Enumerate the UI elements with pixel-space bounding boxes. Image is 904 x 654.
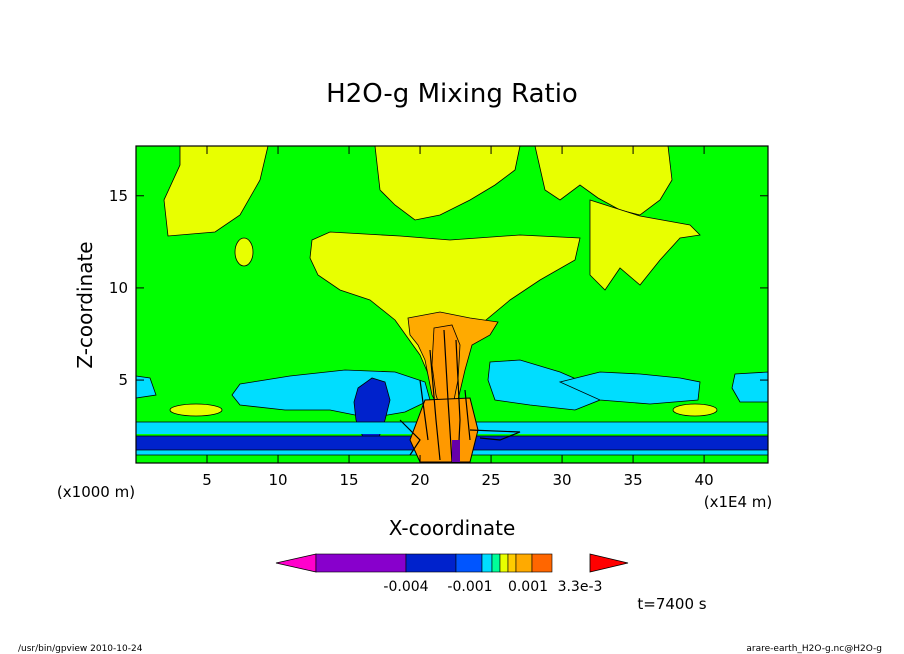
colorbar-label: -0.001 [447, 579, 492, 595]
x-axis: 5 10 15 20 25 30 35 40 [202, 146, 714, 489]
colorbar-segment [515, 553, 533, 573]
contour-cyan-edge-right [731, 371, 769, 403]
contour-yellow-lens-1 [169, 403, 223, 417]
x-tick-label: 10 [268, 471, 287, 489]
colorbar-segment [499, 553, 509, 573]
y-tick-label: 15 [109, 187, 128, 205]
x-tick-label: 35 [624, 471, 643, 489]
colorbar-segment [531, 553, 553, 573]
contour-yellow-right-strip [589, 199, 701, 291]
y-unit-label: (x1000 m) [57, 483, 135, 501]
plot-area [135, 145, 769, 464]
colorbar-segment [507, 553, 517, 573]
colorbar-segment [481, 553, 493, 573]
contour-yellow-upper-mid [374, 145, 521, 221]
x-tick-label: 30 [553, 471, 572, 489]
x-unit-label: (x1E4 m) [704, 493, 773, 511]
chart-title: H2O-g Mixing Ratio [326, 79, 578, 109]
x-tick-label: 20 [410, 471, 429, 489]
y-axis-label: Z-coordinate [73, 241, 97, 368]
colorbar-max-arrow [589, 553, 629, 573]
colorbar-segment [405, 553, 457, 573]
x-tick-label: 25 [482, 471, 501, 489]
contour-turbulent-core [409, 397, 479, 463]
colorbar-label: 3.3e-3 [558, 579, 603, 595]
footer-left: /usr/bin/gpview 2010-10-24 [18, 644, 143, 654]
colorbar-min-arrow [275, 553, 317, 573]
x-tick-label: 40 [695, 471, 714, 489]
contour-yellow-lens-2 [672, 403, 718, 417]
contour-cyan-far-right [558, 371, 701, 405]
y-tick-label: 5 [118, 371, 128, 389]
contour-turbulent-lines [399, 329, 521, 463]
x-tick-label: 5 [202, 471, 212, 489]
colorbar: -0.004 -0.001 0.001 3.3e-3 [275, 553, 629, 595]
footer-right: arare-earth_H2O-g.nc@H2O-g [746, 644, 882, 654]
y-axis: 5 10 15 [109, 187, 768, 389]
contour-yellow-lens-3 [234, 237, 254, 267]
colorbar-segment [315, 553, 407, 573]
contour-cyan-right [487, 359, 601, 411]
colorbar-label: 0.001 [508, 579, 548, 595]
y-tick-label: 10 [109, 279, 128, 297]
x-axis-label: X-coordinate [389, 516, 516, 540]
time-label: t=7400 s [637, 595, 706, 613]
plot-frame [135, 145, 769, 464]
contour-purple-spot [452, 440, 460, 462]
x-tick-label: 15 [339, 471, 358, 489]
colorbar-segment [455, 553, 483, 573]
contour-yellow-upper-left [163, 145, 269, 237]
colorbar-label: -0.004 [383, 579, 428, 595]
colorbar-segment [491, 553, 501, 573]
